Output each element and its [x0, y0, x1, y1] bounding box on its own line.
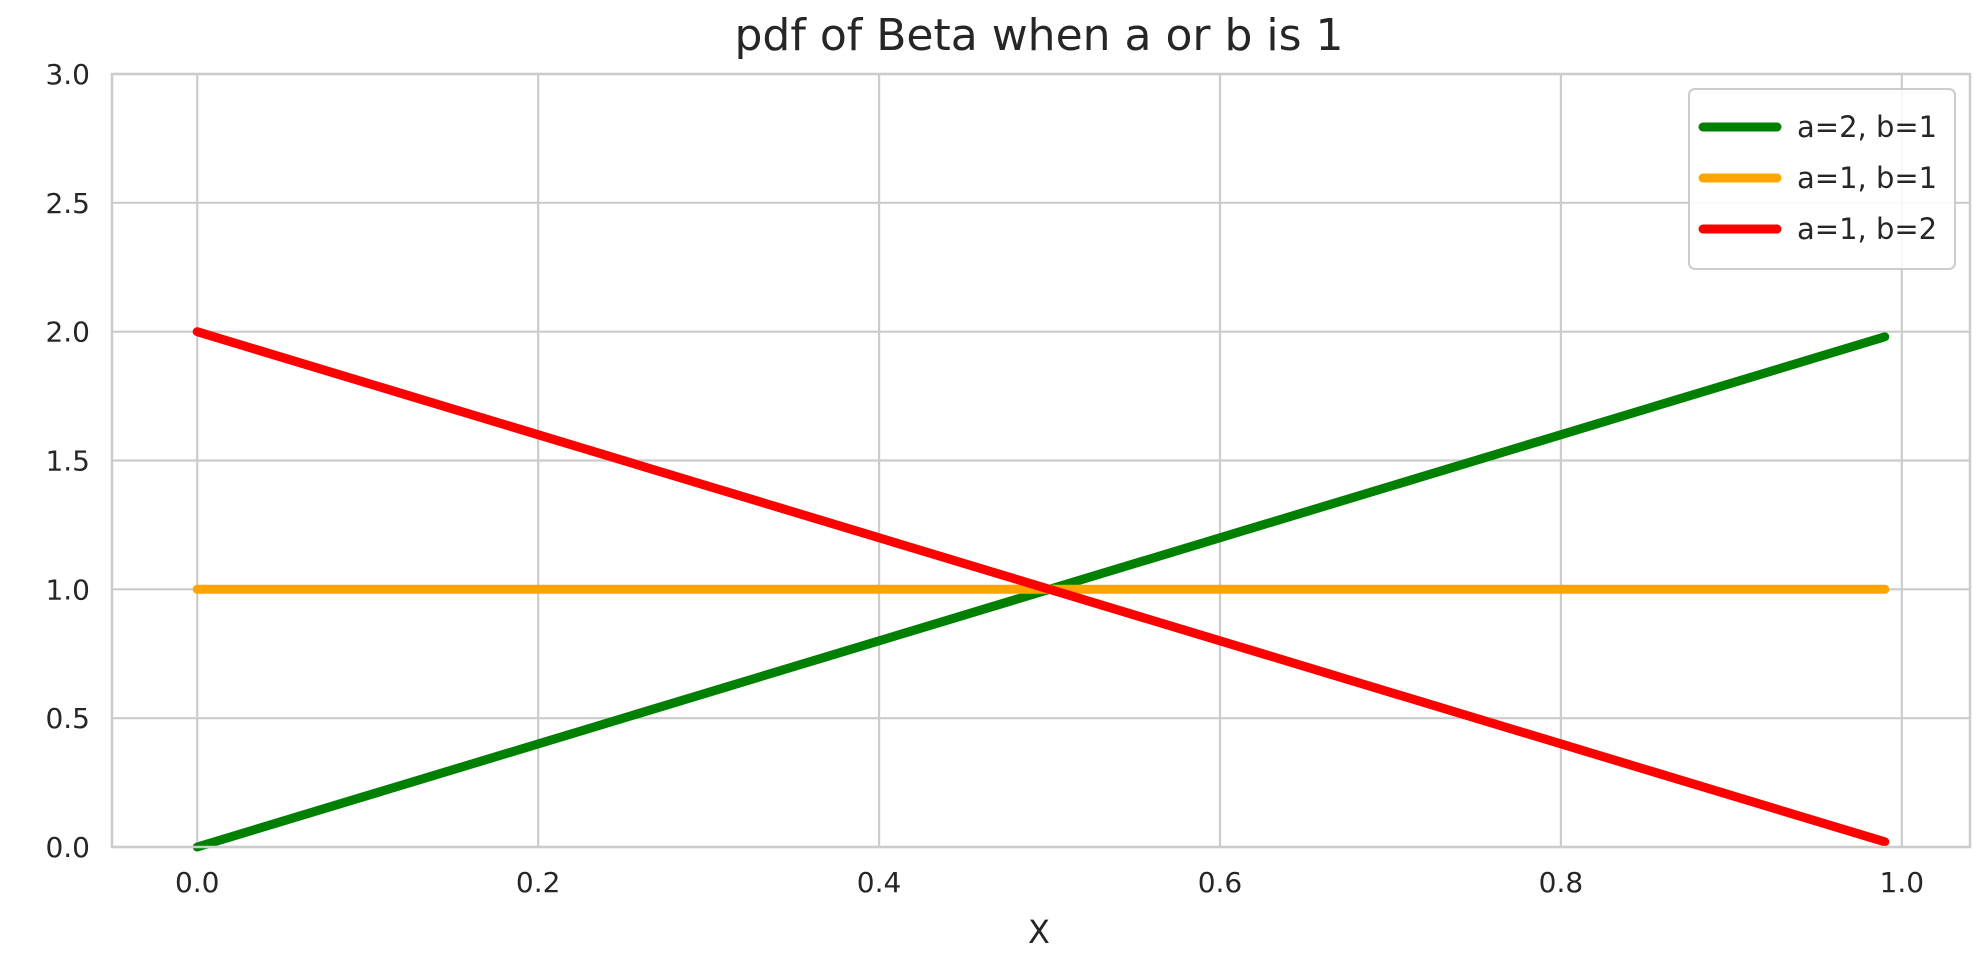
series-line-3	[192, 327, 1890, 847]
legend-entry-label: a=1, b=2	[1797, 212, 1937, 246]
x-tick-label: 0.0	[175, 866, 220, 899]
x-tick-label: 0.8	[1539, 866, 1584, 899]
legend: a=2, b=1 a=1, b=1 a=1, b=2	[1688, 88, 1956, 270]
x-tick-labels: 0.0 0.2 0.4 0.6 0.8 1.0	[175, 866, 1924, 899]
y-tick-label: 0.0	[45, 831, 90, 864]
y-tick-label: 2.0	[45, 316, 90, 349]
x-tick-label: 1.0	[1880, 866, 1925, 899]
x-tick-label: 0.2	[516, 866, 561, 899]
y-tick-label: 3.0	[45, 58, 90, 91]
y-tick-label: 1.0	[45, 573, 90, 606]
legend-entry-label: a=2, b=1	[1797, 110, 1937, 144]
y-tick-labels: 0.0 0.5 1.0 1.5 2.0 2.5 3.0	[45, 58, 90, 864]
x-tick-label: 0.6	[1198, 866, 1243, 899]
plot-frame	[110, 72, 1972, 849]
series-lines	[192, 327, 1890, 852]
x-tick-label: 0.4	[857, 866, 902, 899]
legend-box	[1688, 88, 1956, 270]
x-axis-label: X	[1028, 913, 1050, 951]
legend-entry-label: a=1, b=1	[1797, 161, 1937, 195]
y-tick-label: 0.5	[45, 702, 90, 735]
y-tick-label: 2.5	[45, 187, 90, 220]
y-tick-label: 1.5	[45, 445, 90, 478]
chart-title: pdf of Beta when a or b is 1	[735, 10, 1344, 61]
